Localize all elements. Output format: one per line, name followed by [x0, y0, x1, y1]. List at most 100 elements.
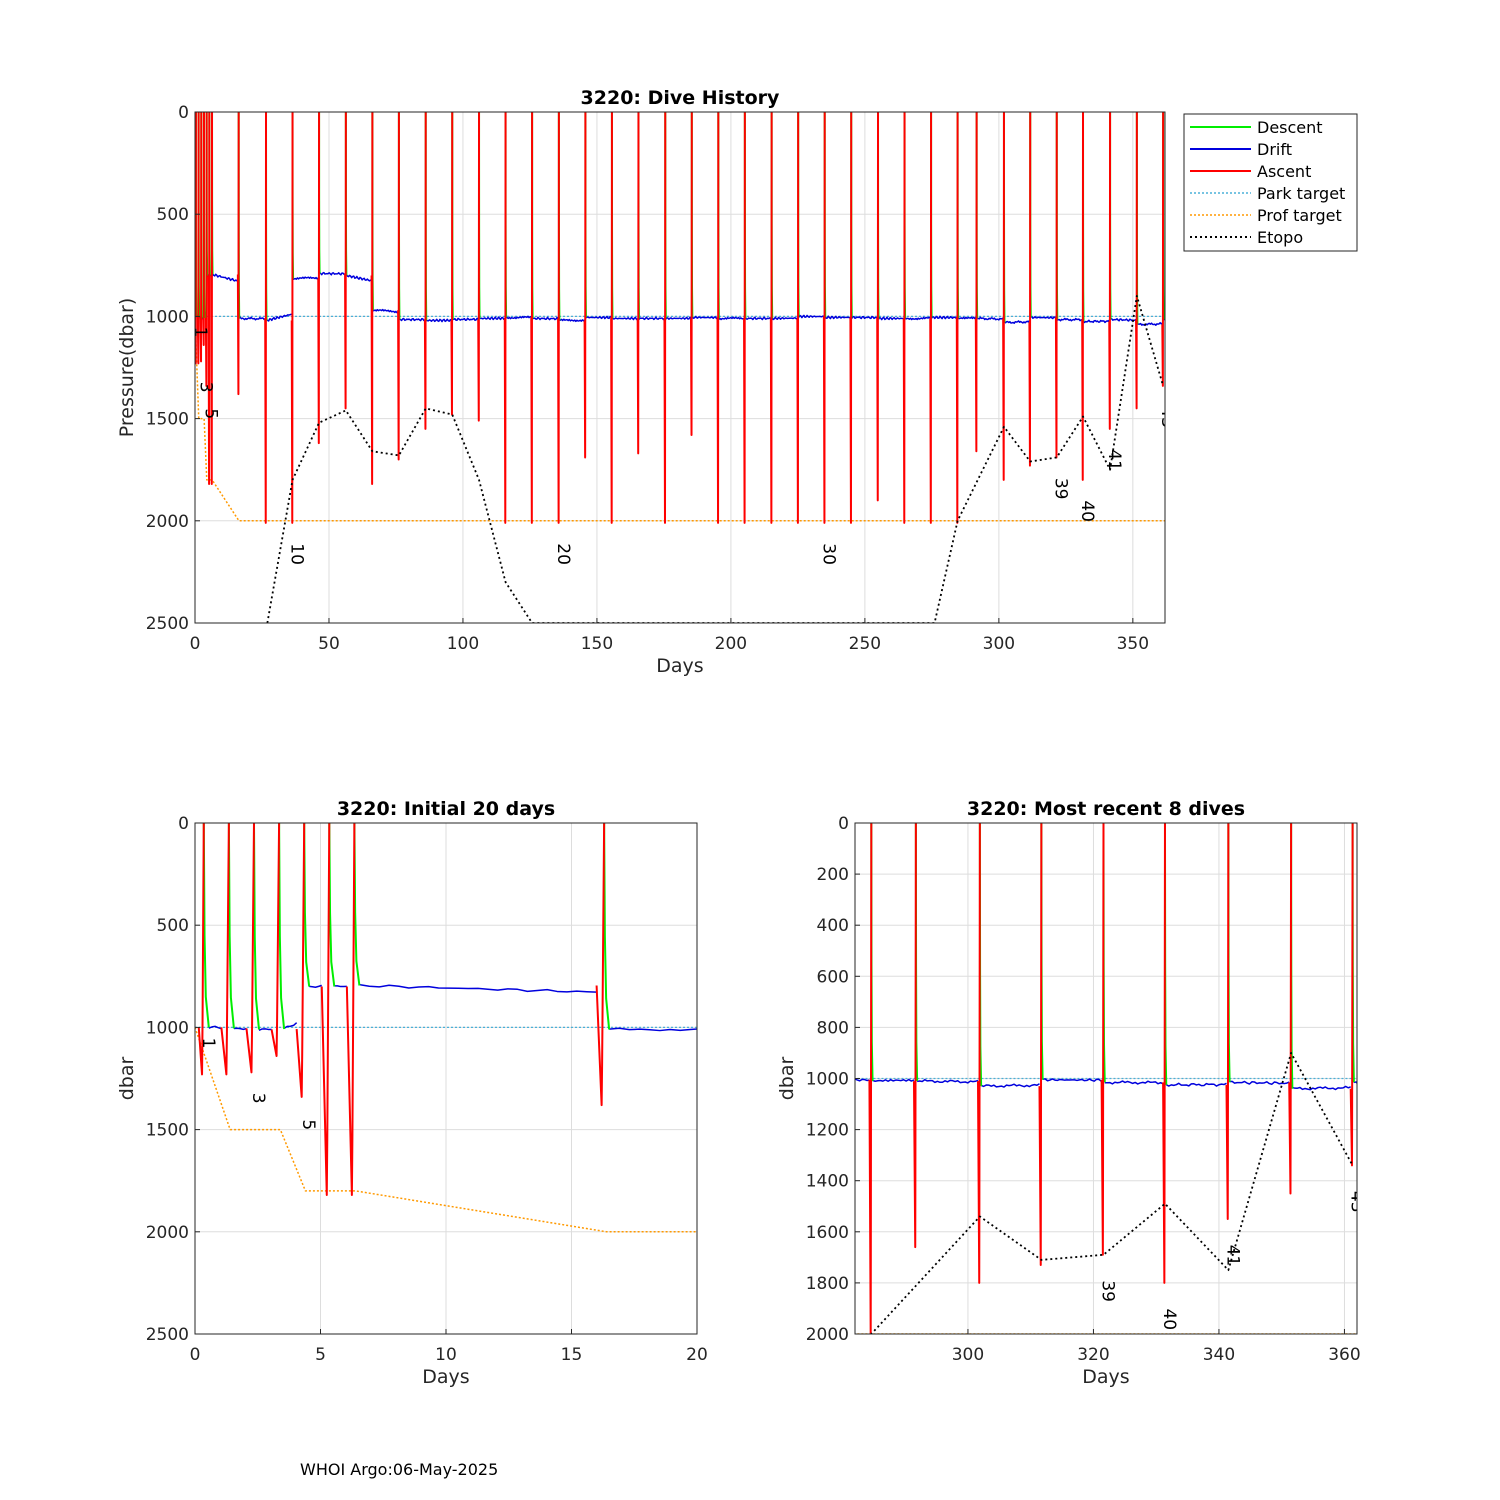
series-ascent — [743, 112, 746, 524]
series-ascent — [976, 823, 981, 1284]
series-drift — [718, 316, 745, 321]
plot-area — [195, 112, 1165, 623]
tick-label-x: 0 — [190, 1345, 201, 1365]
series-ascent — [610, 112, 613, 524]
series-ascent — [1108, 112, 1112, 430]
series-ascent — [1054, 112, 1058, 459]
tick-label-y: 1500 — [146, 1121, 189, 1141]
profile-label: 1 — [190, 327, 210, 338]
series-ascent — [199, 112, 203, 363]
series-drift — [585, 315, 612, 320]
series-ascent — [1081, 112, 1085, 481]
plot-content: 39 40 41 43 — [1, 823, 1357, 1337]
series-ascent — [849, 112, 853, 524]
tick-label-x: 360 — [1328, 1345, 1360, 1365]
tick-label-y: 400 — [817, 916, 849, 936]
series-ascent — [689, 112, 693, 436]
series-drift — [744, 316, 772, 321]
series-descent — [747, 823, 748, 1081]
series-prof-target — [195, 1027, 697, 1233]
tick-label-x: 300 — [983, 634, 1015, 654]
series-drift — [1362, 984, 1500, 986]
series-ascent — [122, 823, 124, 1250]
tick-label-y: 500 — [157, 205, 189, 225]
series-ascent — [185, 823, 187, 1337]
legend-entry: Etopo — [1257, 228, 1303, 247]
series-drift — [1057, 317, 1083, 322]
series-drift — [258, 1028, 272, 1031]
x-axis-label: Days — [1082, 1366, 1129, 1388]
series-drift — [559, 318, 586, 323]
profile-label: 39 — [1051, 478, 1071, 500]
profile-label: 5 — [201, 408, 221, 419]
tick-label-y: 200 — [817, 865, 849, 885]
series-drift — [872, 1078, 915, 1082]
series-drift — [1030, 315, 1057, 320]
plot-content: 1 3 5 10 20 30 39 40 41 43 — [190, 112, 1165, 623]
series-ascent — [1038, 823, 1043, 1267]
x-axis-label: Days — [422, 1366, 469, 1388]
series-ascent — [595, 823, 606, 1107]
axes-frame — [194, 111, 1166, 624]
profile-label: 3 — [248, 1093, 268, 1104]
series-drift — [1165, 1082, 1227, 1087]
tick-label-y: 1800 — [806, 1274, 849, 1294]
plot-content: 1 3 5 — [195, 823, 1500, 1233]
series-drift — [266, 313, 292, 322]
profile-label: 41 — [1104, 449, 1124, 471]
tick-label-y: 500 — [157, 916, 189, 936]
series-ascent — [196, 112, 200, 365]
series-drift — [798, 314, 825, 319]
series-ascent — [955, 112, 959, 524]
series-drift — [1137, 321, 1163, 327]
tick-label-x: 250 — [849, 634, 881, 654]
series-drift — [399, 317, 426, 322]
series-drift — [904, 316, 931, 321]
series-descent — [187, 823, 188, 1081]
series-ascent — [345, 823, 356, 1197]
series-drift — [957, 316, 977, 320]
series-drift — [1, 1079, 60, 1082]
legend: Descent Drift Ascent Park target Prof target… — [1183, 113, 1358, 252]
series-descent — [1357, 823, 1362, 984]
tick-label-y: 1000 — [806, 1070, 849, 1090]
legend-entry: Drift — [1257, 140, 1292, 159]
series-drift — [824, 315, 851, 320]
series-ascent — [317, 112, 321, 445]
series-ascent — [320, 823, 331, 1197]
series-ascent — [876, 112, 880, 502]
series-drift — [334, 985, 347, 988]
series-etopo — [266, 295, 1164, 623]
series-ascent — [663, 112, 667, 524]
tick-label-y: 600 — [817, 967, 849, 987]
series-ascent — [902, 112, 906, 524]
series-drift — [665, 316, 692, 320]
series-ascent — [929, 112, 933, 524]
series-drift — [855, 1078, 870, 1082]
series-ascent — [1349, 823, 1354, 1167]
series-prof-target — [195, 316, 1165, 522]
series-ascent — [477, 112, 481, 422]
tick-label-y: 0 — [178, 814, 189, 834]
tick-label-x: 20 — [686, 1345, 708, 1365]
tick-label-x: 200 — [715, 634, 747, 654]
series-ascent — [1100, 823, 1105, 1256]
profile-label: 40 — [1159, 1308, 1179, 1330]
profile-label: 40 — [1077, 500, 1097, 522]
series-drift — [771, 316, 798, 321]
series-ascent — [1002, 112, 1005, 481]
tick-label-y: 1000 — [146, 307, 189, 327]
y-axis-label: dbar — [776, 1057, 798, 1101]
series-drift — [238, 316, 266, 321]
legend-entry: Descent — [1257, 118, 1323, 137]
y-axis-label: dbar — [116, 1057, 138, 1101]
tick-label-y: 800 — [817, 1018, 849, 1038]
tick-label-y: 2000 — [146, 512, 189, 532]
tick-label-y: 2500 — [146, 614, 189, 634]
profile-label: 3 — [195, 382, 215, 393]
series-ascent — [220, 823, 230, 1076]
series-ascent — [1162, 823, 1166, 1284]
profile-label: 1 — [198, 1038, 218, 1049]
